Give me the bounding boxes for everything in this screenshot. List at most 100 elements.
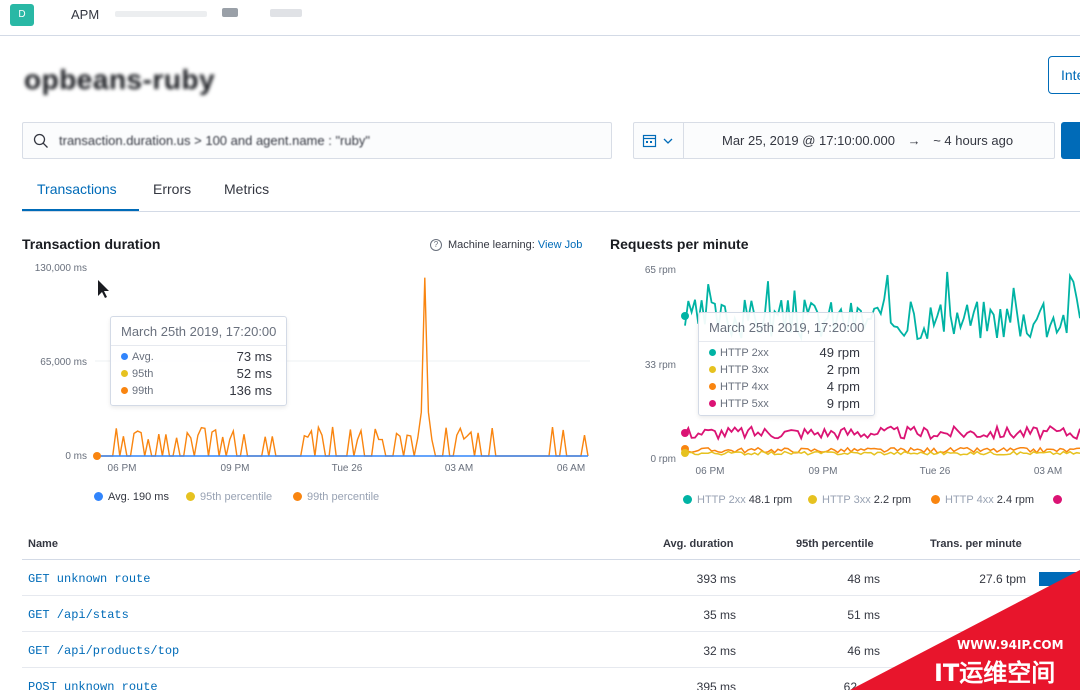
hover-point xyxy=(93,452,101,460)
tooltip-header: March 25th 2019, 17:20:00 xyxy=(699,313,874,342)
active-tab-indicator xyxy=(22,209,139,211)
tooltip-label: HTTP 4xx xyxy=(720,381,769,393)
y-tick: 0 ms xyxy=(65,451,87,462)
impact-bar xyxy=(1039,572,1080,586)
quick-select-button[interactable] xyxy=(634,123,684,158)
tab-transactions[interactable]: Transactions xyxy=(37,181,117,197)
legend-avg[interactable]: Avg. 190 ms xyxy=(94,491,169,503)
date-start[interactable]: Mar 25, 2019 @ 17:10:00.000 xyxy=(722,133,895,148)
transaction-link[interactable]: GET /api/products/top xyxy=(28,644,180,658)
search-bar[interactable]: transaction.duration.us > 100 and agent.… xyxy=(22,122,612,159)
legend-dot xyxy=(683,495,692,504)
p95-cell: 51 ms xyxy=(847,608,880,622)
hover-point xyxy=(681,312,689,320)
tooltip-value: 49 rpm xyxy=(819,345,860,360)
tooltip-label: Avg. xyxy=(132,351,154,363)
tooltip-row: HTTP 4xx 4 rpm xyxy=(699,379,874,396)
column-header-name[interactable]: Name xyxy=(28,538,58,550)
legend-value: 2.2 rpm xyxy=(873,494,912,506)
integrations-button[interactable]: Inte xyxy=(1048,56,1080,94)
legend-label: Avg. xyxy=(108,491,130,503)
p95-cell: 48 ms xyxy=(847,572,880,586)
date-end[interactable]: ~ 4 hours ago xyxy=(933,133,1014,148)
legend-label: HTTP 4xx xyxy=(945,494,994,506)
legend-value: 48.1 rpm xyxy=(748,494,793,506)
legend-2xx[interactable]: HTTP 2xx 48.1 rpm xyxy=(683,494,792,506)
search-input[interactable]: transaction.duration.us > 100 and agent.… xyxy=(59,133,370,148)
x-tick: 03 AM xyxy=(1034,466,1062,477)
tooltip-value: 4 rpm xyxy=(826,379,860,394)
legend-label: HTTP 2xx xyxy=(697,494,746,506)
legend-dot xyxy=(709,349,716,356)
legend-99th[interactable]: 99th percentile xyxy=(293,491,379,503)
legend-dot xyxy=(293,492,302,501)
legend-dot xyxy=(1053,495,1062,504)
legend-dot xyxy=(121,370,128,377)
table-row: GET /api/products/top 32 ms 46 ms xyxy=(22,632,1080,668)
update-button[interactable] xyxy=(1061,122,1080,159)
tooltip-row: Avg. 73 ms xyxy=(111,349,286,366)
x-tick: Tue 26 xyxy=(920,466,951,477)
tooltip-label: HTTP 5xx xyxy=(720,398,769,410)
duration-chart-title: Transaction duration xyxy=(22,236,161,252)
p95-cell: 62 xyxy=(843,680,857,690)
tab-errors[interactable]: Errors xyxy=(153,181,192,197)
legend-value: 2.4 rpm xyxy=(996,494,1035,506)
legend-dot xyxy=(709,383,716,390)
tooltip-value: 9 rpm xyxy=(826,396,860,411)
tooltip-row: HTTP 2xx 49 rpm xyxy=(699,345,874,362)
transaction-link[interactable]: GET unknown route xyxy=(28,572,151,586)
duration-chart[interactable]: 130,000 ms 65,000 ms 0 ms 06 PM 09 PM Tu… xyxy=(0,256,600,496)
arrow-right-icon: → xyxy=(907,133,921,148)
rpm-chart[interactable]: 65 rpm 33 rpm 0 rpm 06 PM 09 PM Tue 26 0… xyxy=(610,256,1080,496)
series-2xx-line xyxy=(684,271,1080,342)
transaction-link[interactable]: GET /api/stats xyxy=(28,608,129,622)
legend-4xx[interactable]: HTTP 4xx 2.4 rpm xyxy=(931,494,1034,506)
tooltip-row: 95th 52 ms xyxy=(111,366,286,383)
series-3xx-line xyxy=(684,450,1080,456)
transaction-link[interactable]: POST unknown route xyxy=(28,680,158,690)
calendar-icon xyxy=(642,134,657,148)
x-tick: 06 PM xyxy=(696,466,725,477)
tooltip-value: 2 rpm xyxy=(826,362,860,377)
tooltip-value: 136 ms xyxy=(229,383,272,398)
tooltip-header: March 25th 2019, 17:20:00 xyxy=(111,317,286,346)
p95-cell: 46 ms xyxy=(847,644,880,658)
view-job-link[interactable]: View Job xyxy=(537,239,583,251)
legend-value: 190 ms xyxy=(132,491,169,503)
chevron-down-icon xyxy=(663,138,673,144)
table-row: GET unknown route 393 ms 48 ms 27.6 tpm xyxy=(22,560,1080,596)
tooltip-value: 73 ms xyxy=(236,349,272,364)
legend-dot xyxy=(121,353,128,360)
legend-3xx[interactable]: HTTP 3xx 2.2 rpm xyxy=(808,494,911,506)
tooltip-row: HTTP 3xx 2 rpm xyxy=(699,362,874,379)
date-range[interactable]: Mar 25, 2019 @ 17:10:00.000 → ~ 4 hours … xyxy=(722,133,1013,148)
table-row: GET /api/stats 35 ms 51 ms 6.9 xyxy=(22,596,1080,632)
tooltip-label: 99th xyxy=(132,385,154,397)
legend-95th[interactable]: 95th percentile xyxy=(186,491,272,503)
rpm-tooltip: March 25th 2019, 17:20:00 HTTP 2xx 49 rp… xyxy=(698,312,875,416)
tooltip-label: 95th xyxy=(132,368,154,380)
y-tick: 130,000 ms xyxy=(35,263,87,274)
x-tick: 06 AM xyxy=(557,463,585,474)
breadcrumb-app[interactable]: APM xyxy=(71,7,100,22)
top-bar: D APM xyxy=(0,0,1080,36)
duration-tooltip: March 25th 2019, 17:20:00 Avg. 73 ms 95t… xyxy=(110,316,287,406)
breadcrumb-redacted xyxy=(270,9,302,17)
column-header-95th[interactable]: 95th percentile xyxy=(796,538,874,550)
series-5xx-line xyxy=(684,423,1080,442)
legend-5xx[interactable] xyxy=(1053,494,1067,506)
tooltip-row: 99th 136 ms xyxy=(111,383,286,400)
tab-metrics[interactable]: Metrics xyxy=(224,181,270,197)
hover-point xyxy=(681,429,689,437)
tooltip-label: HTTP 3xx xyxy=(720,364,769,376)
column-header-tpm[interactable]: Trans. per minute xyxy=(930,538,1022,550)
legend-label: HTTP 3xx xyxy=(822,494,871,506)
page-title: opbeans-ruby xyxy=(24,64,216,95)
space-avatar[interactable]: D xyxy=(10,4,34,26)
cursor-icon xyxy=(98,280,109,298)
legend-dot xyxy=(709,400,716,407)
column-header-avg-duration[interactable]: Avg. duration xyxy=(663,538,734,550)
tpm-cell: 27.6 tpm xyxy=(979,572,1026,586)
ml-label: Machine learning: xyxy=(448,239,535,251)
